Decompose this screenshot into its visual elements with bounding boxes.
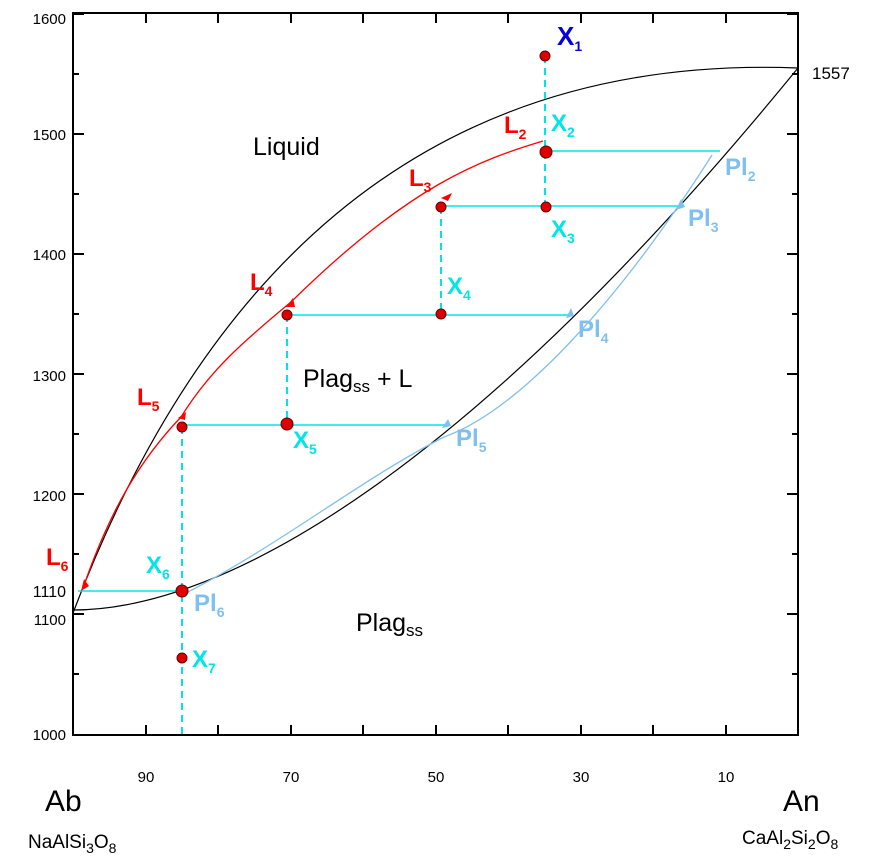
y-label-1600: 1600 (33, 11, 66, 28)
label-pl5: Pl5 (456, 425, 487, 455)
point-x3 (540, 201, 552, 213)
label-x6: X6 (146, 552, 170, 582)
point-l5 (176, 421, 188, 433)
endmember-an: An (783, 785, 820, 818)
y-label-1200: 1200 (33, 488, 66, 505)
arrowheads (81, 193, 685, 591)
point-l4 (281, 309, 293, 321)
y-label-1000: 1000 (33, 727, 66, 744)
x-label-10: 10 (718, 769, 735, 786)
points (175, 50, 553, 664)
point-l2 (539, 145, 553, 159)
formula-ab: NaAlSi3O8 (28, 832, 117, 856)
label-x4: X4 (447, 273, 471, 303)
label-pl4: Pl4 (578, 316, 609, 346)
label-l2: L2 (504, 112, 527, 142)
plot-frame (72, 12, 799, 736)
label-l6: L6 (46, 544, 69, 574)
label-x1: X1 (557, 21, 582, 54)
point-x5 (280, 417, 294, 431)
arrow-l3 (441, 193, 452, 201)
x-label-50: 50 (428, 769, 445, 786)
arrow-pl4 (566, 308, 574, 318)
arrow-pl5 (442, 419, 451, 428)
y-ticks (73, 13, 798, 675)
arrow-l6 (81, 579, 89, 591)
solidus-curve (72, 67, 799, 611)
arrow-l4 (286, 298, 295, 307)
x-label-90: 90 (138, 769, 155, 786)
y-label-1500: 1500 (33, 127, 66, 144)
region-solid: Plagss (356, 609, 423, 640)
tie-lines (78, 150, 720, 592)
liquid-path (82, 140, 544, 589)
isopleths (181, 56, 546, 735)
y-label-1100: 1100 (34, 612, 66, 629)
region-liquid: Liquid (253, 133, 320, 161)
label-pl3: Pl3 (688, 205, 719, 235)
point-pl6 (175, 584, 189, 598)
point-x1 (539, 50, 551, 62)
label-pl6: Pl6 (194, 590, 225, 620)
arrow-pl3 (676, 199, 685, 210)
label-x2: X2 (551, 110, 575, 140)
y-label-1300: 1300 (33, 368, 66, 385)
label-pl2: Pl2 (725, 154, 756, 184)
y-label-1110: 1110 (33, 584, 66, 601)
solid-path (185, 154, 713, 594)
x-label-70: 70 (283, 769, 300, 786)
label-l4: L4 (250, 269, 273, 299)
x-label-30: 30 (573, 769, 590, 786)
label-l5: L5 (137, 384, 160, 414)
x-ticks (145, 13, 727, 735)
point-x4 (435, 308, 447, 320)
arrow-l5 (178, 412, 186, 420)
point-x7 (176, 652, 188, 664)
endmember-ab: Ab (45, 785, 82, 818)
label-x7: X7 (192, 646, 216, 676)
label-x3: X3 (551, 216, 575, 246)
y-label-1400: 1400 (33, 247, 66, 264)
liquidus-curve (72, 66, 799, 614)
label-l3: L3 (409, 165, 432, 195)
label-x5: X5 (293, 427, 317, 457)
point-l3 (435, 201, 447, 213)
formula-an: CaAl2Si2O8 (742, 828, 838, 852)
region-two-phase: Plagss + L (303, 365, 413, 396)
y-label-1557: 1557 (812, 64, 850, 83)
